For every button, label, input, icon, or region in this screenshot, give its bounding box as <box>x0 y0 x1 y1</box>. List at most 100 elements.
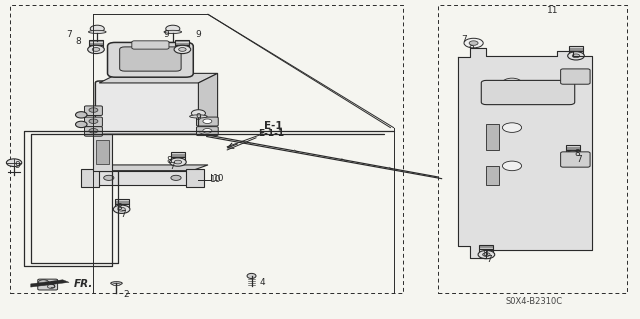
FancyBboxPatch shape <box>481 80 575 105</box>
Text: S0X4-B2310C: S0X4-B2310C <box>506 297 563 306</box>
Text: E-1: E-1 <box>264 121 283 131</box>
Ellipse shape <box>164 30 182 33</box>
Circle shape <box>174 160 182 164</box>
Bar <box>438 5 627 293</box>
Circle shape <box>478 250 495 259</box>
Polygon shape <box>93 165 208 171</box>
Polygon shape <box>31 280 69 287</box>
Bar <box>171 157 185 161</box>
FancyBboxPatch shape <box>196 117 218 126</box>
Text: 7: 7 <box>576 155 582 164</box>
Text: 7: 7 <box>66 30 72 39</box>
Bar <box>171 152 185 157</box>
Circle shape <box>47 285 55 288</box>
Text: E-1-1: E-1-1 <box>258 129 284 138</box>
Polygon shape <box>198 73 218 132</box>
Text: 10: 10 <box>213 174 225 183</box>
Circle shape <box>104 175 114 181</box>
Bar <box>486 124 499 150</box>
Circle shape <box>191 110 205 117</box>
Bar <box>89 40 103 45</box>
Bar <box>10 5 403 293</box>
Text: 11: 11 <box>547 6 559 15</box>
Text: 8: 8 <box>75 37 81 46</box>
Text: 8: 8 <box>116 204 122 212</box>
Text: 8: 8 <box>575 149 580 158</box>
Circle shape <box>171 175 181 181</box>
Bar <box>566 150 580 154</box>
Circle shape <box>90 25 104 32</box>
Text: 9: 9 <box>195 113 201 122</box>
Polygon shape <box>458 48 592 258</box>
Bar <box>175 40 189 45</box>
Bar <box>186 169 204 187</box>
Circle shape <box>502 161 522 171</box>
Text: 2: 2 <box>123 290 129 299</box>
Text: 9: 9 <box>14 161 20 170</box>
Circle shape <box>569 153 577 157</box>
Text: 7: 7 <box>170 162 175 171</box>
Circle shape <box>502 123 522 132</box>
FancyBboxPatch shape <box>120 47 181 71</box>
Circle shape <box>572 54 580 58</box>
Circle shape <box>118 207 125 211</box>
Circle shape <box>469 41 478 45</box>
Circle shape <box>89 119 98 123</box>
Text: 9: 9 <box>163 30 169 39</box>
Ellipse shape <box>113 283 120 286</box>
Bar <box>89 45 103 49</box>
FancyBboxPatch shape <box>108 42 193 77</box>
Text: 8: 8 <box>468 42 474 51</box>
Bar <box>569 46 583 51</box>
Circle shape <box>174 45 191 54</box>
FancyBboxPatch shape <box>38 279 58 290</box>
Text: 9: 9 <box>195 30 201 39</box>
Bar <box>115 204 129 208</box>
Circle shape <box>179 48 186 51</box>
Bar <box>566 145 580 150</box>
FancyBboxPatch shape <box>93 171 192 185</box>
Polygon shape <box>99 73 218 83</box>
Circle shape <box>564 151 581 159</box>
Text: 4: 4 <box>259 278 265 287</box>
Text: 7: 7 <box>486 255 492 264</box>
Circle shape <box>38 280 49 285</box>
Text: 7: 7 <box>461 35 467 44</box>
Bar <box>479 249 493 254</box>
Ellipse shape <box>88 30 106 33</box>
Bar <box>96 140 109 164</box>
Ellipse shape <box>76 121 87 128</box>
Circle shape <box>502 78 522 88</box>
Bar <box>175 45 189 49</box>
Circle shape <box>92 48 100 51</box>
FancyBboxPatch shape <box>561 152 590 167</box>
Circle shape <box>88 45 104 54</box>
Circle shape <box>203 129 212 133</box>
Circle shape <box>170 158 186 166</box>
Circle shape <box>113 205 130 213</box>
Bar <box>479 245 493 249</box>
Ellipse shape <box>76 112 87 118</box>
FancyBboxPatch shape <box>196 127 218 136</box>
Circle shape <box>89 129 98 133</box>
Circle shape <box>89 108 98 112</box>
Text: 7: 7 <box>120 210 126 219</box>
Circle shape <box>568 52 584 60</box>
Bar <box>81 169 99 187</box>
Text: 10: 10 <box>210 175 221 184</box>
Text: 3: 3 <box>49 281 55 290</box>
Ellipse shape <box>189 115 207 118</box>
Circle shape <box>483 253 490 256</box>
Circle shape <box>166 25 180 32</box>
Ellipse shape <box>111 282 122 285</box>
Circle shape <box>464 38 483 48</box>
FancyBboxPatch shape <box>132 41 169 49</box>
Text: 8: 8 <box>166 156 172 165</box>
Bar <box>486 166 499 185</box>
Circle shape <box>6 159 22 167</box>
Circle shape <box>203 119 212 123</box>
Text: 8: 8 <box>483 249 488 258</box>
Bar <box>93 132 112 171</box>
Bar <box>569 51 583 55</box>
FancyBboxPatch shape <box>84 117 102 127</box>
